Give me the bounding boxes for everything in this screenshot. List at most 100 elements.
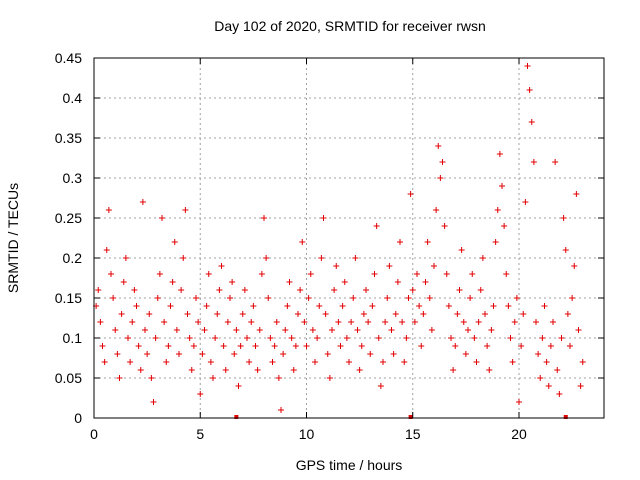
data-point	[567, 343, 573, 349]
data-point	[278, 407, 284, 413]
data-point	[241, 287, 248, 293]
data-point	[426, 295, 433, 301]
data-point	[352, 255, 359, 261]
data-point	[392, 311, 399, 317]
data-point	[265, 295, 272, 301]
data-point	[435, 143, 442, 149]
data-point	[414, 271, 420, 277]
data-points	[93, 63, 586, 419]
data-point	[471, 335, 478, 341]
data-point	[388, 327, 395, 333]
data-point	[186, 335, 193, 341]
data-point	[110, 295, 117, 301]
data-point	[256, 327, 263, 333]
data-point	[320, 215, 327, 221]
data-point	[295, 311, 301, 317]
y-tick-label: 0.35	[55, 130, 82, 146]
data-point	[530, 159, 537, 165]
y-tick-labels: 0 0.05 0.1 0.15 0.2 0.25 0.3 0.35 0.4 0.45	[55, 50, 82, 426]
y-tick-label: 0.4	[63, 90, 83, 106]
data-point	[479, 255, 486, 261]
data-point	[233, 327, 240, 333]
data-point	[252, 343, 259, 349]
y-tick-label: 0.45	[55, 50, 82, 66]
plot-frame	[93, 57, 605, 419]
data-point	[129, 319, 136, 325]
data-point	[237, 343, 244, 349]
y-tick-label: 0	[74, 410, 82, 426]
data-point	[309, 327, 316, 333]
data-point	[467, 295, 474, 301]
data-point	[171, 239, 178, 245]
data-point	[305, 295, 312, 301]
data-point	[547, 343, 554, 349]
y-tick-label: 0.25	[55, 210, 82, 226]
data-point	[492, 239, 499, 245]
data-point	[356, 367, 363, 373]
data-point	[135, 343, 142, 349]
data-point	[539, 335, 546, 341]
data-point	[288, 335, 295, 341]
data-point	[222, 367, 229, 373]
data-point	[386, 263, 393, 269]
data-point	[564, 311, 571, 317]
data-point	[509, 359, 516, 365]
axis-ticks	[93, 57, 604, 419]
data-point	[216, 287, 223, 293]
data-point	[99, 343, 106, 349]
data-point	[407, 191, 414, 197]
data-point	[579, 359, 586, 365]
data-point	[369, 303, 376, 309]
data-point	[445, 303, 452, 309]
data-point	[105, 207, 112, 213]
data-point	[431, 263, 437, 269]
data-point	[358, 343, 365, 349]
data-point	[473, 359, 480, 365]
data-point	[258, 271, 265, 277]
zero-marker	[563, 415, 568, 419]
data-point	[350, 295, 357, 301]
data-point	[199, 351, 206, 357]
data-point	[292, 343, 299, 349]
data-point	[333, 263, 340, 269]
data-point	[156, 271, 163, 277]
data-point	[101, 359, 108, 365]
data-point	[197, 391, 204, 397]
data-point	[152, 335, 159, 341]
data-point	[577, 383, 584, 389]
data-point	[511, 319, 518, 325]
data-point	[178, 287, 185, 293]
data-point	[184, 311, 191, 317]
data-point	[543, 359, 550, 365]
data-point	[139, 199, 146, 205]
x-tick-label: 5	[196, 426, 204, 442]
data-point	[210, 375, 216, 381]
data-point	[403, 335, 410, 341]
data-point	[405, 295, 412, 301]
data-point	[127, 359, 134, 365]
data-point	[454, 311, 461, 317]
x-tick-label: 0	[90, 426, 98, 442]
data-point	[365, 319, 372, 325]
data-point	[384, 295, 391, 301]
data-point	[397, 239, 403, 245]
data-point	[462, 351, 469, 357]
data-point	[154, 295, 161, 301]
data-point	[218, 263, 225, 269]
data-point	[558, 335, 565, 341]
y-tick-label: 0.15	[55, 290, 82, 306]
data-point	[144, 351, 151, 357]
data-point	[380, 359, 386, 365]
data-point	[163, 359, 170, 365]
data-point	[112, 327, 119, 333]
x-axis-label: GPS time / hours	[296, 457, 403, 473]
data-point	[263, 255, 270, 261]
data-point	[501, 223, 508, 229]
data-point	[526, 87, 533, 93]
data-point	[560, 215, 567, 221]
data-point	[269, 359, 276, 365]
data-point	[203, 303, 210, 309]
data-point	[267, 335, 274, 341]
data-point	[443, 271, 450, 277]
data-point	[195, 319, 202, 325]
